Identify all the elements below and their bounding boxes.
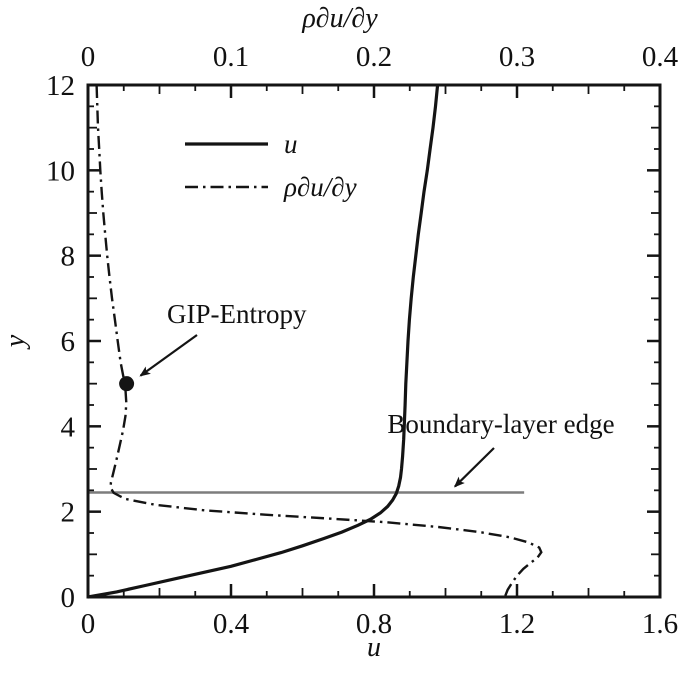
tick-label: 1.6 <box>642 608 678 640</box>
tick-label: 0.4 <box>213 608 250 640</box>
gip-entropy-arrow <box>139 334 198 377</box>
tick-label: 0.8 <box>356 608 392 640</box>
tick-label: 10 <box>46 155 75 187</box>
tick-label: 0.1 <box>213 41 249 73</box>
plot-frame <box>86 83 662 599</box>
tick-label: 4 <box>61 411 76 443</box>
tick-label: 1.2 <box>499 608 535 640</box>
bottom-axis-title: u <box>367 632 381 663</box>
gip-entropy-marker <box>119 376 135 392</box>
boundary-layer-edge-label: Boundary-layer edge <box>387 409 614 439</box>
tick-label: 0 <box>81 608 96 640</box>
tick-label: 6 <box>61 326 76 358</box>
tick-label: 2 <box>61 497 76 529</box>
tick-label: 8 <box>61 241 76 273</box>
boundary-layer-arrow <box>453 447 495 488</box>
top-axis-title: ρ∂u/∂y <box>301 3 378 34</box>
legend-label-u: u <box>284 129 298 159</box>
tick-label: 12 <box>46 70 75 102</box>
u-curve <box>87 84 440 599</box>
tick-label: 0 <box>81 41 96 73</box>
gip-entropy-label: GIP-Entropy <box>167 299 307 329</box>
tick-label: 0.3 <box>499 41 535 73</box>
tick-label: 0.4 <box>642 41 679 73</box>
left-axis-title: y <box>0 334 31 350</box>
rho-dudy-curve <box>95 84 543 598</box>
legend-label-rho-dudy: ρ∂u/∂y <box>283 172 357 202</box>
tick-label: 0 <box>61 582 76 614</box>
tick-label: 0.2 <box>356 41 392 73</box>
